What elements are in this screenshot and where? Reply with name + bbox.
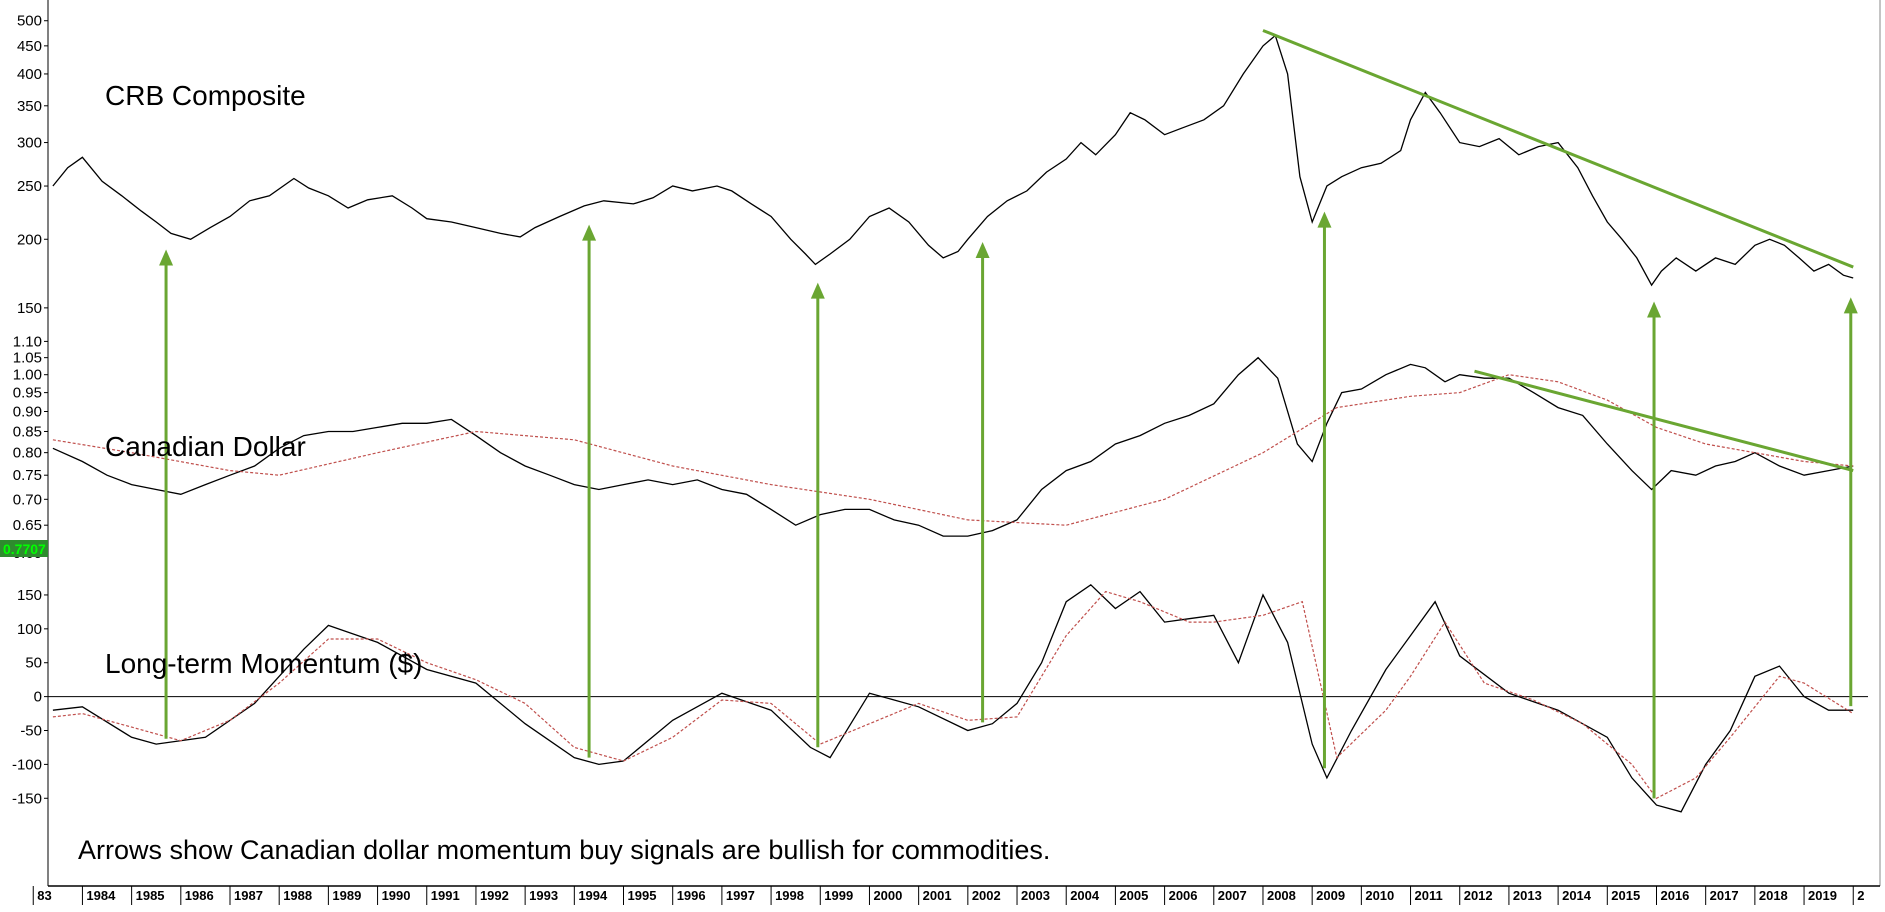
- buy-signal-arrows: [159, 211, 1858, 799]
- current-value-badge: [0, 540, 48, 557]
- y-tick-label: 1.05: [13, 350, 42, 367]
- momentum-panel-title: Long-term Momentum ($): [105, 648, 422, 679]
- trendline: [1474, 369, 1854, 473]
- y-tick-label: 300: [17, 135, 42, 152]
- x-tick-label: 2004: [1070, 888, 1100, 903]
- series-line-main: [52, 34, 1854, 287]
- x-tick-label: 1991: [431, 888, 460, 903]
- x-tick-label: 1996: [677, 888, 706, 903]
- y-tick-label: 450: [17, 38, 42, 55]
- y-tick-label: -150: [12, 790, 42, 807]
- x-tick-label: 2001: [923, 888, 952, 903]
- arrow-head: [582, 224, 597, 241]
- y-tick-label: -100: [12, 756, 42, 773]
- y-tick-label: 0.80: [13, 445, 42, 462]
- x-tick-label: 1990: [382, 888, 411, 903]
- x-tick-label: 1987: [234, 888, 263, 903]
- current-value-label: 0.7707: [3, 541, 46, 557]
- x-tick-label: 1993: [529, 888, 558, 903]
- arrow-head: [1317, 211, 1332, 228]
- arrow-head: [975, 242, 990, 259]
- x-tick-label: 1995: [628, 888, 657, 903]
- y-tick-label: 400: [17, 66, 42, 83]
- y-tick-label: 250: [17, 178, 42, 195]
- series-line-main: [52, 583, 1854, 813]
- x-tick-label: 2012: [1464, 888, 1493, 903]
- x-tick-label: 2007: [1218, 888, 1247, 903]
- x-tick-label: 1992: [480, 888, 509, 903]
- y-tick-label: 150: [17, 587, 42, 604]
- y-tick-label: 0.75: [13, 467, 42, 484]
- annotation-text: Arrows show Canadian dollar momentum buy…: [78, 835, 1050, 865]
- y-tick-label: 500: [17, 13, 42, 30]
- x-tick-label: 2003: [1021, 888, 1050, 903]
- series-line-signal: [52, 374, 1854, 526]
- trendlines: [1262, 29, 1854, 473]
- arrow-head: [1647, 301, 1662, 318]
- y-tick-label: 0.65: [13, 517, 42, 534]
- x-tick-label: 2015: [1611, 888, 1640, 903]
- cad-panel-title: Canadian Dollar: [105, 431, 306, 462]
- x-tick-label: 1999: [824, 888, 853, 903]
- y-tick-label: 1.00: [13, 367, 42, 384]
- x-tick-label: 2: [1857, 888, 1864, 903]
- y-tick-label: 150: [17, 300, 42, 317]
- y-tick-label: 100: [17, 621, 42, 638]
- series-line-main: [52, 356, 1854, 537]
- tick-labels: 1502002503003504004505000.600.650.700.75…: [12, 13, 48, 807]
- x-tick-label: 1989: [332, 888, 361, 903]
- y-tick-label: 50: [25, 655, 42, 672]
- x-tick-label: 1984: [86, 888, 116, 903]
- x-tick-label: 2013: [1513, 888, 1542, 903]
- x-tick-label: 2008: [1267, 888, 1296, 903]
- x-tick-label: 2011: [1415, 888, 1443, 903]
- x-tick-label: 2005: [1119, 888, 1148, 903]
- crb-panel-title: CRB Composite: [105, 80, 306, 111]
- x-tick-label: 1986: [185, 888, 214, 903]
- x-tick-label: 2017: [1710, 888, 1739, 903]
- arrow-head: [159, 249, 174, 266]
- x-tick-label: 2000: [873, 888, 902, 903]
- x-tick-label: 1998: [775, 888, 804, 903]
- series-lines: [48, 34, 1868, 813]
- y-tick-label: 200: [17, 231, 42, 248]
- x-tick-label: 2019: [1808, 888, 1837, 903]
- y-tick-label: 350: [17, 98, 42, 115]
- y-tick-label: 0: [34, 689, 42, 706]
- arrow-head: [810, 282, 825, 299]
- x-tick-label: 2016: [1660, 888, 1689, 903]
- series-line-signal: [52, 590, 1854, 800]
- x-tick-label: 1985: [136, 888, 165, 903]
- y-tick-label: -50: [20, 723, 42, 740]
- x-axis-labels: 83 1984 1985 1986 1987 1988 1989 1990 1991 1992 19…: [32, 886, 1864, 905]
- x-tick-label: 1997: [726, 888, 755, 903]
- x-tick-label: 1994: [578, 888, 608, 903]
- y-tick-label: 0.70: [13, 491, 42, 508]
- y-tick-label: 0.85: [13, 423, 42, 440]
- trendline: [1262, 29, 1854, 269]
- x-tick-label: 2014: [1562, 888, 1592, 903]
- y-tick-label: 0.90: [13, 404, 42, 421]
- x-tick-label: 83: [37, 888, 51, 903]
- x-tick-label: 1988: [283, 888, 312, 903]
- arrow-head: [1843, 297, 1858, 314]
- x-tick-label: 2018: [1759, 888, 1788, 903]
- y-tick-label: 1.10: [13, 333, 42, 350]
- x-tick-label: 2010: [1365, 888, 1394, 903]
- x-tick-label: 2009: [1316, 888, 1345, 903]
- x-tick-label: 2002: [972, 888, 1001, 903]
- y-tick-label: 0.95: [13, 385, 42, 402]
- x-tick-label: 2006: [1169, 888, 1198, 903]
